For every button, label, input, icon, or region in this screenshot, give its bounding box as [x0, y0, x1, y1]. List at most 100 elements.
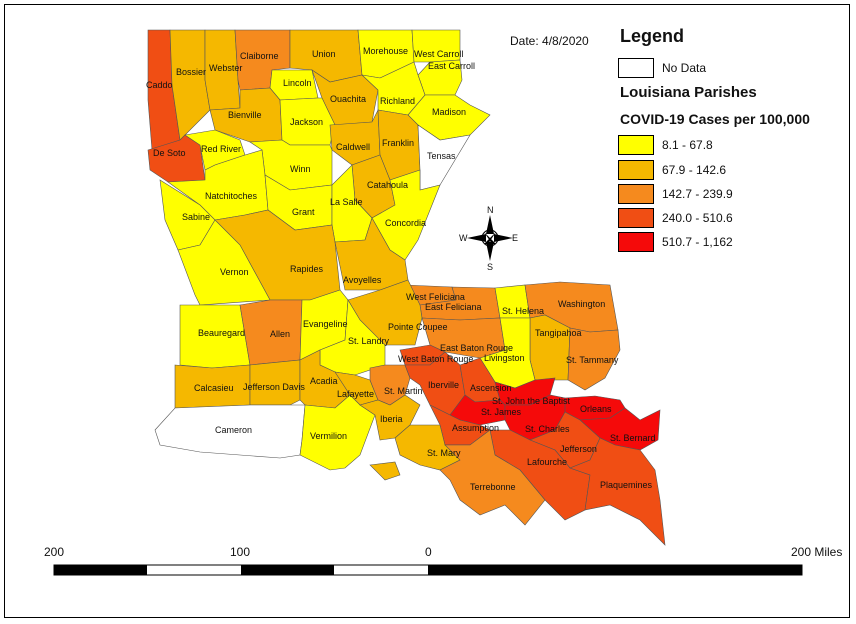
parish-label: East Carroll — [428, 61, 475, 71]
compass-n: N — [487, 205, 494, 215]
parish-label: Ouachita — [330, 94, 366, 104]
parish-label: Jackson — [290, 117, 323, 127]
parish-label: West Feliciana — [406, 292, 465, 302]
compass-s: S — [487, 262, 493, 272]
scale-label-200-miles: 200 Miles — [791, 545, 843, 559]
parish-label: Bossier — [176, 67, 206, 77]
parish-label: St. Charles — [525, 424, 570, 434]
parish-label: Washington — [558, 299, 605, 309]
coastal-island — [369, 461, 401, 481]
compass-w: W — [459, 233, 468, 243]
legend-subtitle: Louisiana Parishes — [620, 84, 757, 101]
date-label: Date: 4/8/2020 — [510, 34, 589, 48]
parish-label: Franklin — [382, 138, 414, 148]
parish-label: Grant — [292, 207, 315, 217]
parish-label: Red River — [201, 144, 241, 154]
parish-label: Richland — [380, 96, 415, 106]
parish-label: Vermilion — [310, 431, 347, 441]
parish-label: Acadia — [310, 376, 338, 386]
no-data-swatch — [618, 58, 654, 78]
parish-vernon — [177, 219, 271, 306]
parish-label: Union — [312, 49, 336, 59]
parish-concordia — [371, 169, 441, 261]
parish-label: La Salle — [330, 197, 363, 207]
parish-label: Assumption — [452, 423, 499, 433]
parish-label: St. James — [481, 407, 522, 417]
parish-label: Bienville — [228, 110, 262, 120]
parish-label: St. Martin — [384, 386, 423, 396]
parish-label: De Soto — [153, 148, 186, 158]
no-data-label: No Data — [662, 61, 707, 75]
scale-label-0: 0 — [425, 545, 432, 559]
parish-label: St. Landry — [348, 336, 390, 346]
parish-label: Jefferson — [560, 444, 597, 454]
parish-label: Orleans — [580, 404, 612, 414]
legend-swatch — [618, 160, 654, 180]
legend-class-4: 240.0 - 510.6 — [618, 208, 733, 228]
parish-label: Pointe Coupee — [388, 322, 448, 332]
compass-e: E — [512, 233, 518, 243]
parish-label: St. Tammany — [566, 355, 619, 365]
legend-swatch — [618, 135, 654, 155]
parish-label: Natchitoches — [205, 191, 258, 201]
legend-class-5: 510.7 - 1,162 — [618, 232, 733, 252]
parish-label: Sabine — [182, 212, 210, 222]
parish-label: St. Mary — [427, 448, 461, 458]
legend-class-label: 510.7 - 1,162 — [662, 235, 733, 249]
parish-label: Caldwell — [336, 142, 370, 152]
parish-label: St. Bernard — [610, 433, 656, 443]
parish-vermilion — [299, 394, 376, 471]
parish-label: Calcasieu — [194, 383, 234, 393]
parish-label: Tangipahoa — [535, 328, 582, 338]
legend-swatch — [618, 184, 654, 204]
parish-label: Catahoula — [367, 180, 408, 190]
parish-label: St. Helena — [502, 306, 544, 316]
parish-label: Evangeline — [303, 319, 348, 329]
parish-label: Claiborne — [240, 51, 279, 61]
parish-label: Lincoln — [283, 78, 312, 88]
parish-label: Webster — [209, 63, 242, 73]
parish-label: West Carroll — [414, 49, 463, 59]
parish-iberia — [359, 394, 421, 441]
parish-label: Morehouse — [363, 46, 408, 56]
parish-label: Lafayette — [337, 389, 374, 399]
legend-class-3: 142.7 - 239.9 — [618, 184, 733, 204]
parish-jefferson-davis — [249, 359, 301, 406]
parish-label: Tensas — [427, 151, 456, 161]
parish-label: Avoyelles — [343, 275, 382, 285]
parish-label: Caddo — [146, 80, 173, 90]
parish-label: Cameron — [215, 425, 252, 435]
parish-terrebonne — [439, 429, 546, 526]
parish-label: East Baton Rouge — [440, 343, 513, 353]
parish-label: Allen — [270, 329, 290, 339]
parish-label: East Feliciana — [425, 302, 482, 312]
legend-swatch — [618, 232, 654, 252]
parish-avoyelles — [334, 217, 409, 291]
scale-label-200-left: 200 — [44, 545, 65, 559]
scale-label-100: 100 — [230, 545, 251, 559]
legend-class-label: 240.0 - 510.6 — [662, 211, 733, 225]
legend-class-label: 142.7 - 239.9 — [662, 187, 733, 201]
north-arrow-icon: N S E W — [459, 205, 518, 272]
parish-label: Concordia — [385, 218, 426, 228]
legend-class-1: 8.1 - 67.8 — [618, 135, 713, 155]
parish-label: Vernon — [220, 267, 249, 277]
parish-label: West Baton Rouge — [398, 354, 473, 364]
legend-class-label: 8.1 - 67.8 — [662, 138, 713, 152]
parish-label: St. John the Baptist — [492, 396, 571, 406]
parish-label: Iberia — [380, 414, 403, 424]
legend-swatch — [618, 208, 654, 228]
parish-label: Livingston — [484, 353, 525, 363]
parish-label: Iberville — [428, 380, 459, 390]
legend-no-data: No Data — [618, 58, 706, 78]
legend-title: Legend — [620, 26, 685, 46]
parish-st-tammany — [567, 327, 621, 391]
parish-label: Beauregard — [198, 328, 245, 338]
legend-metric-title: COVID-19 Cases per 100,000 — [620, 111, 810, 127]
parish-tangipahoa — [529, 314, 571, 381]
parish-de-soto — [147, 134, 206, 183]
parish-label: Rapides — [290, 264, 324, 274]
parish-label: Jefferson Davis — [243, 382, 305, 392]
legend-class-2: 67.9 - 142.6 — [618, 160, 726, 180]
